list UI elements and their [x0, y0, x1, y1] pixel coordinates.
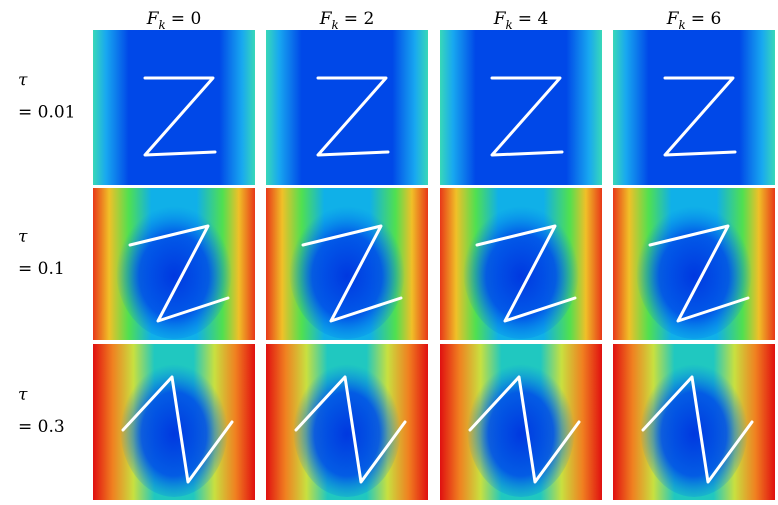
crack — [294, 375, 407, 484]
row-symbol: τ — [18, 71, 28, 91]
subscript: k — [159, 18, 166, 32]
field-image — [613, 188, 775, 340]
field-image — [93, 30, 255, 185]
symbol: F — [146, 9, 160, 29]
field-image — [266, 188, 428, 340]
field-core — [289, 199, 405, 339]
field-core — [293, 357, 401, 497]
field-background — [93, 30, 255, 185]
column-header: Fk = 6 — [666, 9, 722, 32]
field-image — [266, 30, 428, 185]
subscript: k — [332, 18, 339, 32]
row-value: = 0.3 — [18, 417, 65, 437]
field-core — [116, 199, 232, 339]
field-image — [613, 30, 775, 185]
column-header: Fk = 0 — [146, 9, 202, 32]
crack — [475, 224, 577, 323]
field-background — [613, 30, 775, 185]
field-core — [636, 199, 752, 339]
value: = 4 — [518, 9, 548, 29]
crack — [663, 76, 737, 157]
row-symbol: τ — [18, 227, 28, 247]
column-header: Fk = 2 — [319, 9, 375, 32]
field-core — [467, 357, 575, 497]
field-image — [440, 344, 602, 500]
field-core — [463, 199, 579, 339]
subscript: k — [506, 18, 513, 32]
value: = 2 — [344, 9, 374, 29]
field-image — [93, 344, 255, 500]
column-header: Fk = 4 — [493, 9, 549, 32]
field-image — [440, 30, 602, 185]
field-core — [120, 357, 228, 497]
subscript: k — [679, 18, 686, 32]
field-image — [613, 344, 775, 500]
crack — [648, 224, 750, 323]
field-background — [266, 30, 428, 185]
row-value: = 0.01 — [18, 103, 76, 123]
field-image — [266, 344, 428, 500]
symbol: F — [666, 9, 680, 29]
row-symbol: τ — [18, 385, 28, 405]
symbol: F — [319, 9, 333, 29]
field-image — [93, 188, 255, 340]
value: = 6 — [691, 9, 721, 29]
crack — [316, 76, 390, 157]
field-image — [440, 188, 602, 340]
value: = 0 — [171, 9, 201, 29]
row-value: = 0.1 — [18, 259, 65, 279]
crack — [128, 224, 230, 323]
field-background — [440, 30, 602, 185]
crack — [121, 375, 234, 484]
crack — [301, 224, 403, 323]
crack — [490, 76, 564, 157]
field-core — [640, 357, 748, 497]
symbol: F — [493, 9, 507, 29]
crack — [143, 76, 217, 157]
crack — [468, 375, 581, 484]
crack — [641, 375, 754, 484]
